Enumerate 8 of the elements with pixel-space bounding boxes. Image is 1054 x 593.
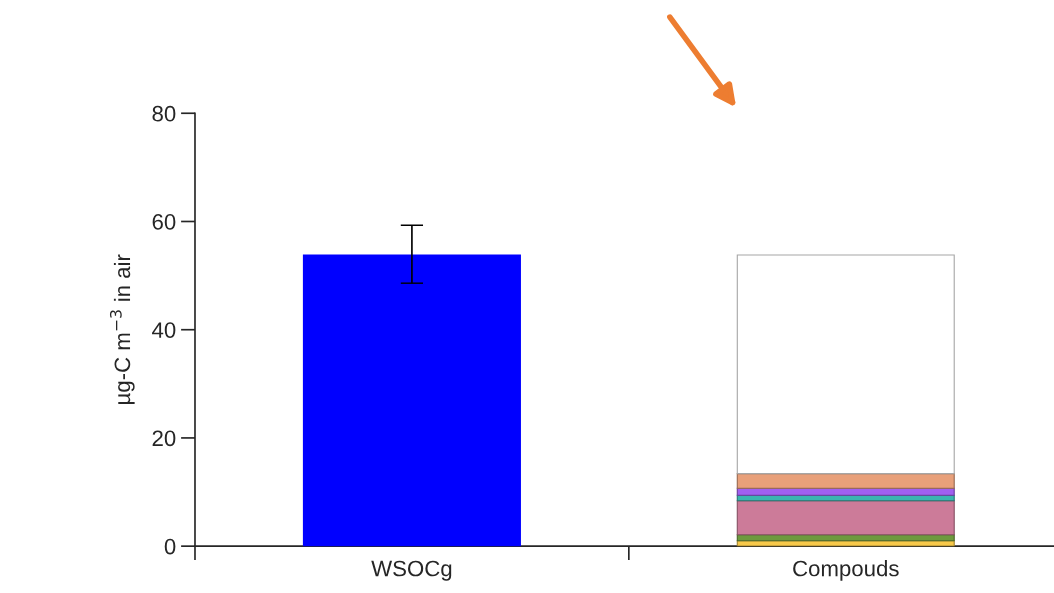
y-tick-label: 80 bbox=[152, 105, 176, 122]
y-tick-label: 40 bbox=[152, 322, 176, 338]
y-tick-label: 20 bbox=[152, 430, 176, 447]
x-tick-label: Compouds bbox=[793, 560, 899, 581]
y-tick-label: 0 bbox=[164, 538, 176, 555]
y-tick-label: 60 bbox=[152, 214, 176, 230]
x-tick-label: WSOCg bbox=[371, 560, 452, 581]
y-axis-title: µg-C m$^{−3}$ in air bbox=[109, 254, 135, 404]
